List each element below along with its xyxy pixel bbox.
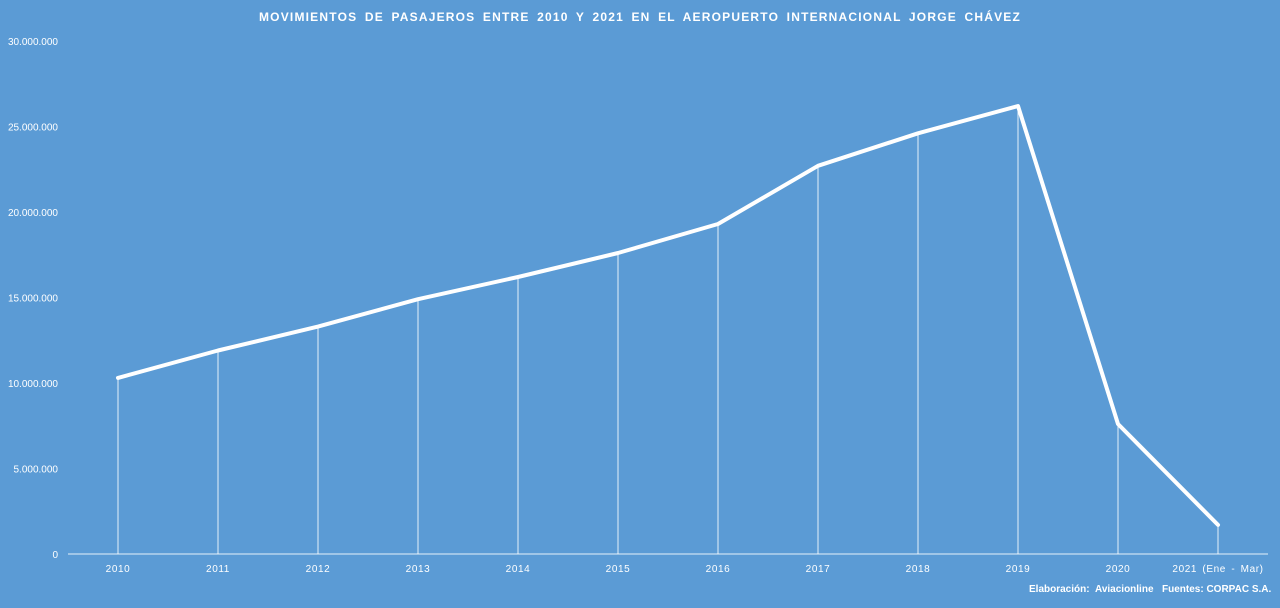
y-tick-label: 15.000.000 — [8, 294, 58, 305]
y-tick-label: 0 — [52, 550, 58, 561]
y-tick-label: 30.000.000 — [8, 37, 58, 48]
x-tick-label: 2012 — [306, 564, 331, 575]
y-tick-label: 10.000.000 — [8, 379, 58, 390]
y-tick-label: 20.000.000 — [8, 208, 58, 219]
y-tick-label: 5.000.000 — [14, 465, 59, 476]
x-tick-label: 2020 — [1106, 564, 1131, 575]
series-line — [116, 104, 1220, 527]
footnote-fuentes: Fuentes: CORPAC S.A. — [1162, 584, 1272, 595]
x-tick-label: 2011 — [206, 564, 230, 575]
x-tick-label: 2013 — [406, 564, 431, 575]
x-tick-label: 2014 — [506, 564, 531, 575]
x-tick-label: 2021 (Ene - Mar) — [1172, 564, 1263, 575]
drop-lines — [117, 105, 1219, 554]
x-tick-label: 2015 — [606, 564, 631, 575]
x-axis-ticks: 2010 2011 2012 2013 2014 2015 2016 2017 2018 2019… — [106, 564, 1263, 575]
x-tick-label: 2017 — [806, 564, 831, 575]
x-tick-label: 2019 — [1006, 564, 1031, 575]
chart-title: MOVIMIENTOS DE PASAJEROS ENTRE 2010 Y 20… — [258, 10, 1022, 24]
x-tick-label: 2010 — [106, 564, 131, 575]
x-tick-label: 2018 — [906, 564, 931, 575]
y-axis-ticks: 0 5.000.000 10.000.000 15.000.000 20.000.000… — [8, 37, 59, 561]
x-tick-label: 2016 — [706, 564, 731, 575]
y-tick-label: 25.000.000 — [8, 123, 58, 134]
footnote-elaboracion: Elaboración: Aviacionline — [1029, 584, 1154, 595]
